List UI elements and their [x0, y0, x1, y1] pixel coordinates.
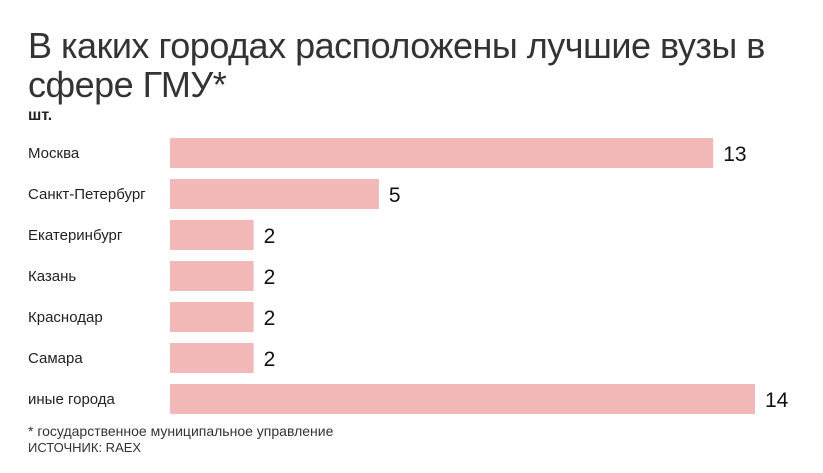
bar: [170, 138, 714, 168]
value-label: 2: [264, 307, 276, 330]
category-label: Казань: [28, 268, 76, 285]
value-label: 2: [264, 266, 276, 289]
bar: [170, 302, 254, 332]
unit-label: шт.: [28, 107, 53, 124]
category-label: Санкт-Петербург: [28, 186, 146, 203]
value-label: 2: [264, 225, 276, 248]
value-label: 14: [765, 389, 789, 412]
category-label: Самара: [28, 350, 83, 367]
chart-title: В каких городах расположены лучшие вузы …: [28, 25, 765, 105]
bar: [170, 179, 379, 209]
bar: [170, 343, 254, 373]
category-label: Екатеринбург: [28, 227, 123, 244]
source-note: ИСТОЧНИК: RAEX: [28, 440, 142, 455]
category-label: иные города: [28, 391, 116, 408]
value-label: 5: [389, 184, 401, 207]
footnote: * государственное муниципальное управлен…: [28, 423, 334, 439]
value-label: 13: [723, 143, 746, 166]
bar: [170, 261, 254, 291]
bar: [170, 220, 254, 250]
bar: [170, 384, 755, 414]
category-label: Краснодар: [28, 309, 103, 326]
category-label: Москва: [28, 145, 80, 162]
value-label: 2: [264, 348, 276, 371]
